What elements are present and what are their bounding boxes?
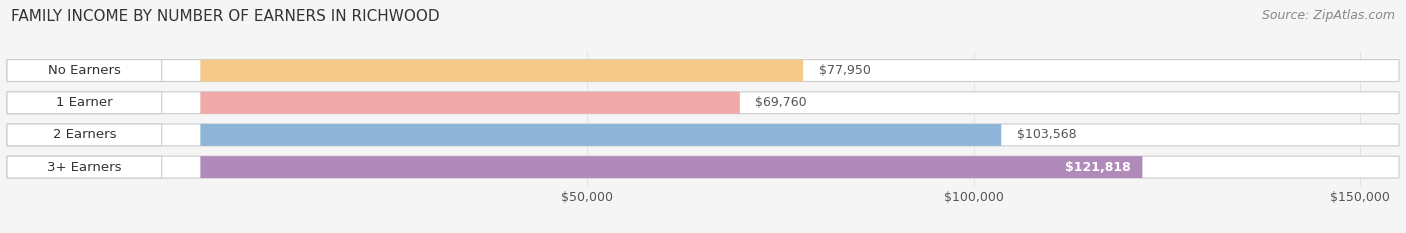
FancyBboxPatch shape [7, 156, 1399, 178]
Text: $121,818: $121,818 [1064, 161, 1130, 174]
Text: FAMILY INCOME BY NUMBER OF EARNERS IN RICHWOOD: FAMILY INCOME BY NUMBER OF EARNERS IN RI… [11, 9, 440, 24]
Text: 1 Earner: 1 Earner [56, 96, 112, 109]
Text: $69,760: $69,760 [755, 96, 807, 109]
FancyBboxPatch shape [7, 60, 162, 82]
Text: $103,568: $103,568 [1017, 128, 1077, 141]
FancyBboxPatch shape [201, 124, 1001, 146]
FancyBboxPatch shape [201, 60, 803, 82]
FancyBboxPatch shape [7, 124, 1399, 146]
FancyBboxPatch shape [7, 124, 162, 146]
FancyBboxPatch shape [201, 156, 1142, 178]
Text: $77,950: $77,950 [818, 64, 870, 77]
FancyBboxPatch shape [7, 92, 1399, 114]
Text: 3+ Earners: 3+ Earners [48, 161, 121, 174]
FancyBboxPatch shape [7, 156, 162, 178]
Text: Source: ZipAtlas.com: Source: ZipAtlas.com [1261, 9, 1395, 22]
FancyBboxPatch shape [7, 60, 1399, 82]
Text: 2 Earners: 2 Earners [52, 128, 117, 141]
Text: No Earners: No Earners [48, 64, 121, 77]
FancyBboxPatch shape [201, 92, 740, 114]
FancyBboxPatch shape [7, 92, 162, 114]
